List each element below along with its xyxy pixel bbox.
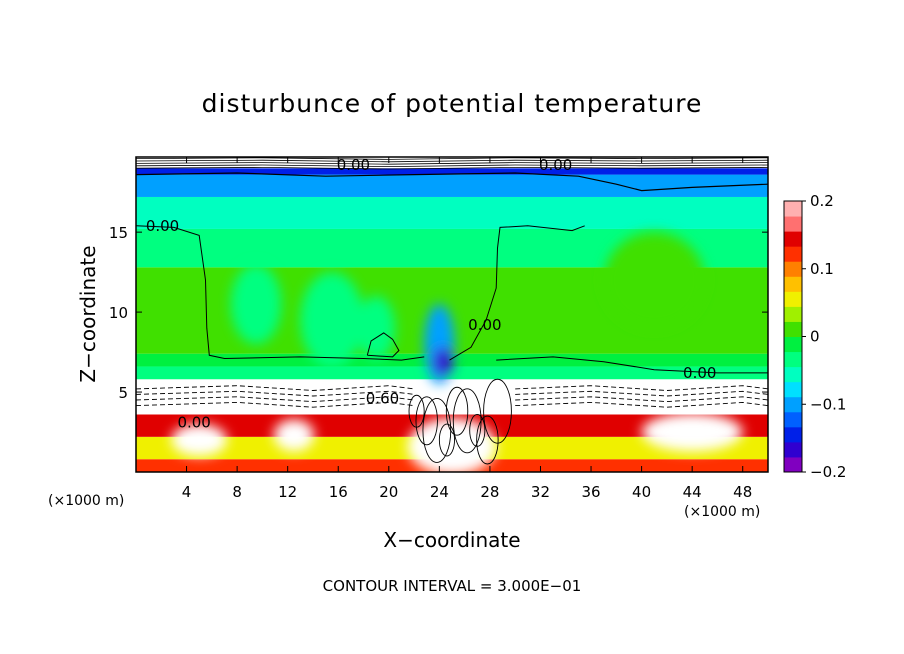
colorbar-swatch-9 xyxy=(784,321,802,337)
contour-dashed-left-3 xyxy=(136,401,415,408)
field-anomaly-4 xyxy=(433,347,454,377)
colorbar-tick-label-4: −0.2 xyxy=(810,463,846,481)
x-tick-label-28: 28 xyxy=(480,483,499,501)
contour-label-2: 0.00 xyxy=(683,364,716,382)
field-band-8 xyxy=(136,196,768,229)
colorbar xyxy=(784,201,802,473)
contour-label-0: 0.00 xyxy=(146,217,179,235)
x-tick-label-12: 12 xyxy=(278,483,297,501)
contour-cell-1 xyxy=(415,396,438,446)
colorbar-swatch-14 xyxy=(784,246,802,262)
field-anomaly-6 xyxy=(407,417,497,472)
field-band-11 xyxy=(136,157,768,169)
field-band-3 xyxy=(136,379,768,415)
colorbar-swatch-8 xyxy=(784,336,802,353)
y-axis-ticks: 5 10 15 xyxy=(109,224,768,402)
contour-interval-note: CONTOUR INTERVAL = 3.000E−01 xyxy=(323,577,582,595)
x-tick-label-8: 8 xyxy=(232,483,242,501)
contour-dashed-right-3 xyxy=(515,401,768,408)
colorbar-tick-label-1: 0.1 xyxy=(810,260,834,278)
colorbar-swatch-12 xyxy=(784,276,802,292)
x-tick-label-44: 44 xyxy=(683,483,702,501)
x-tick-label-20: 20 xyxy=(379,483,398,501)
contour-cell-7 xyxy=(476,415,499,465)
contour-top-0 xyxy=(136,166,768,170)
contour-dashed-left-1 xyxy=(136,390,415,397)
colorbar-swatch-4 xyxy=(784,396,802,413)
contour-loop xyxy=(366,332,400,358)
colorbar-swatch-17 xyxy=(784,201,802,217)
field-anomaly-8 xyxy=(273,419,315,452)
colorbar-swatch-15 xyxy=(784,231,802,247)
y-tick-label-5: 5 xyxy=(118,384,128,402)
contour-dashed-right-1 xyxy=(515,390,768,397)
x-tick-label-32: 32 xyxy=(531,483,550,501)
x-axis-label: X−coordinate xyxy=(383,528,520,552)
contour-top-1 xyxy=(136,164,768,168)
colorbar-tick-label-2: 0 xyxy=(810,328,820,346)
contour-label-1: 0.00 xyxy=(468,316,501,334)
field-anomaly-2 xyxy=(357,296,396,361)
colorbar-swatch-13 xyxy=(784,261,802,277)
contour-top-4 xyxy=(136,157,768,160)
contour-cell-3 xyxy=(438,423,455,457)
x-unit-label: (×1000 m) xyxy=(48,493,124,509)
x-tick-label-36: 36 xyxy=(581,483,600,501)
colorbar-swatch-6 xyxy=(784,366,802,383)
contour-zero-right xyxy=(496,356,768,374)
colorbar-swatch-7 xyxy=(784,351,802,368)
contour-label-3: 0.00 xyxy=(337,156,370,174)
field-anomaly-1 xyxy=(300,272,364,369)
y-tick-label-10: 10 xyxy=(109,304,128,322)
x-axis-ticks: 4 8 12 16 20 24 28 32 36 40 44 48 xyxy=(182,157,752,501)
contour-dashed-right-2 xyxy=(515,396,768,403)
contour-top-3 xyxy=(136,159,768,163)
contour-lines xyxy=(136,157,768,465)
contour-label-4: 0.00 xyxy=(539,156,572,174)
plot-frame xyxy=(135,156,769,473)
contour-dashed-left-0 xyxy=(136,385,415,391)
colorbar-swatch-0 xyxy=(784,456,802,473)
colorbar-swatch-11 xyxy=(784,291,802,307)
colorbar-swatch-5 xyxy=(784,381,802,398)
colorbar-swatch-3 xyxy=(784,411,802,428)
x-unit-label-right: (×1000 m) xyxy=(684,504,760,520)
x-tick-label-40: 40 xyxy=(632,483,651,501)
contour-dashed-left-2 xyxy=(136,396,415,403)
contour-label-5: 0.60 xyxy=(366,389,399,407)
contour-cell-4 xyxy=(445,386,469,436)
plot-area: 0.00 0.00 0.00 0.00 0.00 0.60 0.00 xyxy=(136,156,768,472)
field-anomaly-0 xyxy=(230,264,282,345)
x-tick-label-48: 48 xyxy=(733,483,752,501)
colorbar-swatch-10 xyxy=(784,306,802,322)
contour-dashed-right-0 xyxy=(515,385,768,391)
x-tick-label-16: 16 xyxy=(329,483,348,501)
x-tick-label-4: 4 xyxy=(182,483,192,501)
contour-zero-mid xyxy=(449,225,585,361)
field-anomaly-5 xyxy=(603,232,705,329)
y-tick-label-15: 15 xyxy=(109,224,128,242)
field-anomaly-9 xyxy=(641,412,743,452)
colorbar-tick-label-3: −0.1 xyxy=(810,395,846,413)
colorbar-swatch-1 xyxy=(784,441,802,458)
contour-top-2 xyxy=(136,162,768,165)
colorbar-swatch-16 xyxy=(784,216,802,232)
field-band-9 xyxy=(136,174,768,197)
field-band-10 xyxy=(136,168,768,175)
contour-upper xyxy=(136,172,768,192)
field-anomaly-7 xyxy=(171,424,228,457)
contour-zero-left xyxy=(136,225,425,361)
colorbar-swatch-2 xyxy=(784,426,802,443)
field-band-4 xyxy=(136,366,768,380)
chart-title: disturbunce of potential temperature xyxy=(202,89,703,118)
contour-cell-8 xyxy=(483,378,512,444)
contour-label-6: 0.00 xyxy=(177,413,210,431)
field-anomalies xyxy=(171,232,743,472)
colorbar-ticks: 0.2 0.1 0 −0.1 −0.2 xyxy=(802,192,846,481)
contour-labels: 0.00 0.00 0.00 0.00 0.00 0.60 0.00 xyxy=(146,156,717,431)
colorbar-tick-label-0: 0.2 xyxy=(810,192,834,210)
x-tick-label-24: 24 xyxy=(430,483,449,501)
y-axis-label: Z−coordinate xyxy=(76,245,100,382)
